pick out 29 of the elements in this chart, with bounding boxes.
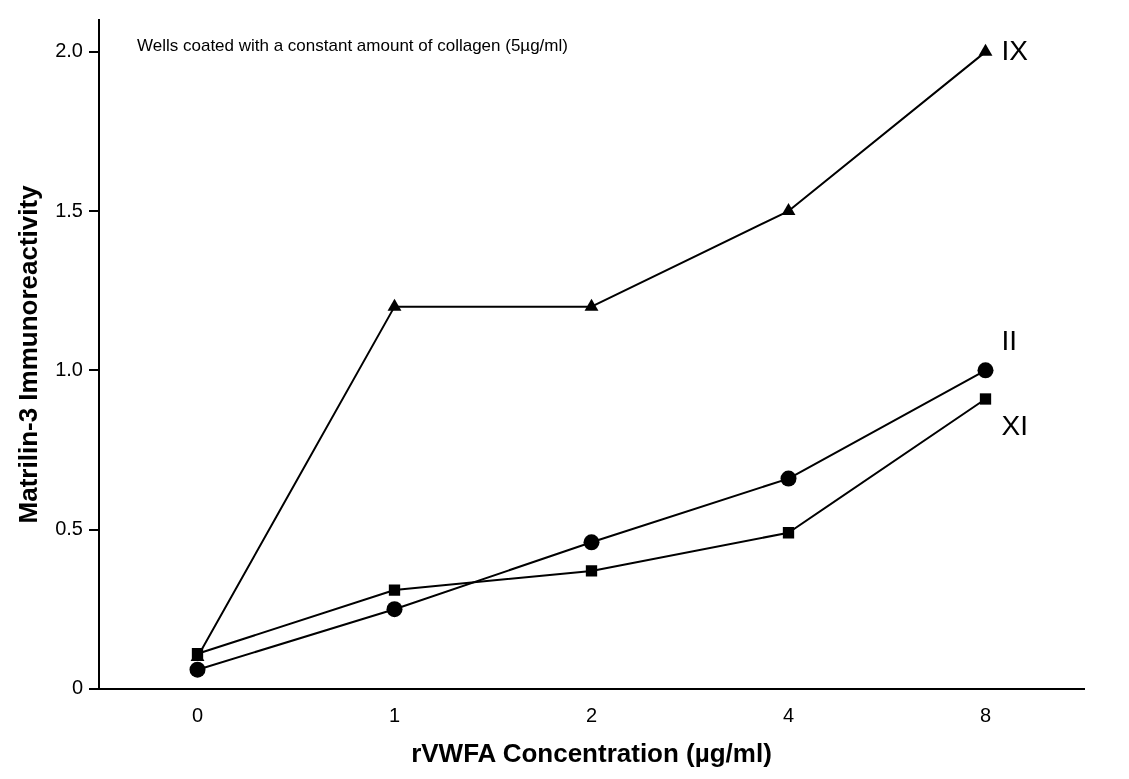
series-label: II [1001, 325, 1018, 357]
point [978, 43, 993, 56]
point [386, 601, 403, 618]
x-tick-label: 0 [191, 704, 204, 727]
y-tick-label: 1.5 [55, 198, 83, 221]
point [388, 584, 401, 596]
y-tick-label: 2.0 [55, 39, 83, 62]
y-tick-label: 1.0 [55, 357, 83, 380]
x-axis-title: rVWFA Concentration (µg/ml) [411, 737, 772, 768]
x-tick-label: 4 [782, 704, 795, 727]
y-tick-label: 0.5 [55, 517, 83, 540]
y-axis-title: Matrilin-3 Immunoreactivity [12, 184, 43, 524]
series-label: XI [1001, 409, 1028, 441]
series-label: IX [1001, 34, 1029, 66]
point [782, 527, 795, 539]
x-tick-label: 1 [388, 704, 401, 727]
point [583, 534, 600, 551]
point [979, 393, 992, 405]
point [781, 203, 796, 216]
x-tick-label: 2 [585, 704, 598, 727]
y-tick-label: 0 [71, 676, 83, 699]
point [780, 470, 797, 487]
x-tick-label: 8 [979, 704, 992, 727]
point [977, 362, 994, 379]
point [585, 565, 598, 577]
point [189, 661, 206, 678]
point [584, 298, 599, 311]
annotation: Wells coated with a constant amount of collagen (5µg/ml) [137, 36, 568, 56]
point [387, 298, 402, 311]
